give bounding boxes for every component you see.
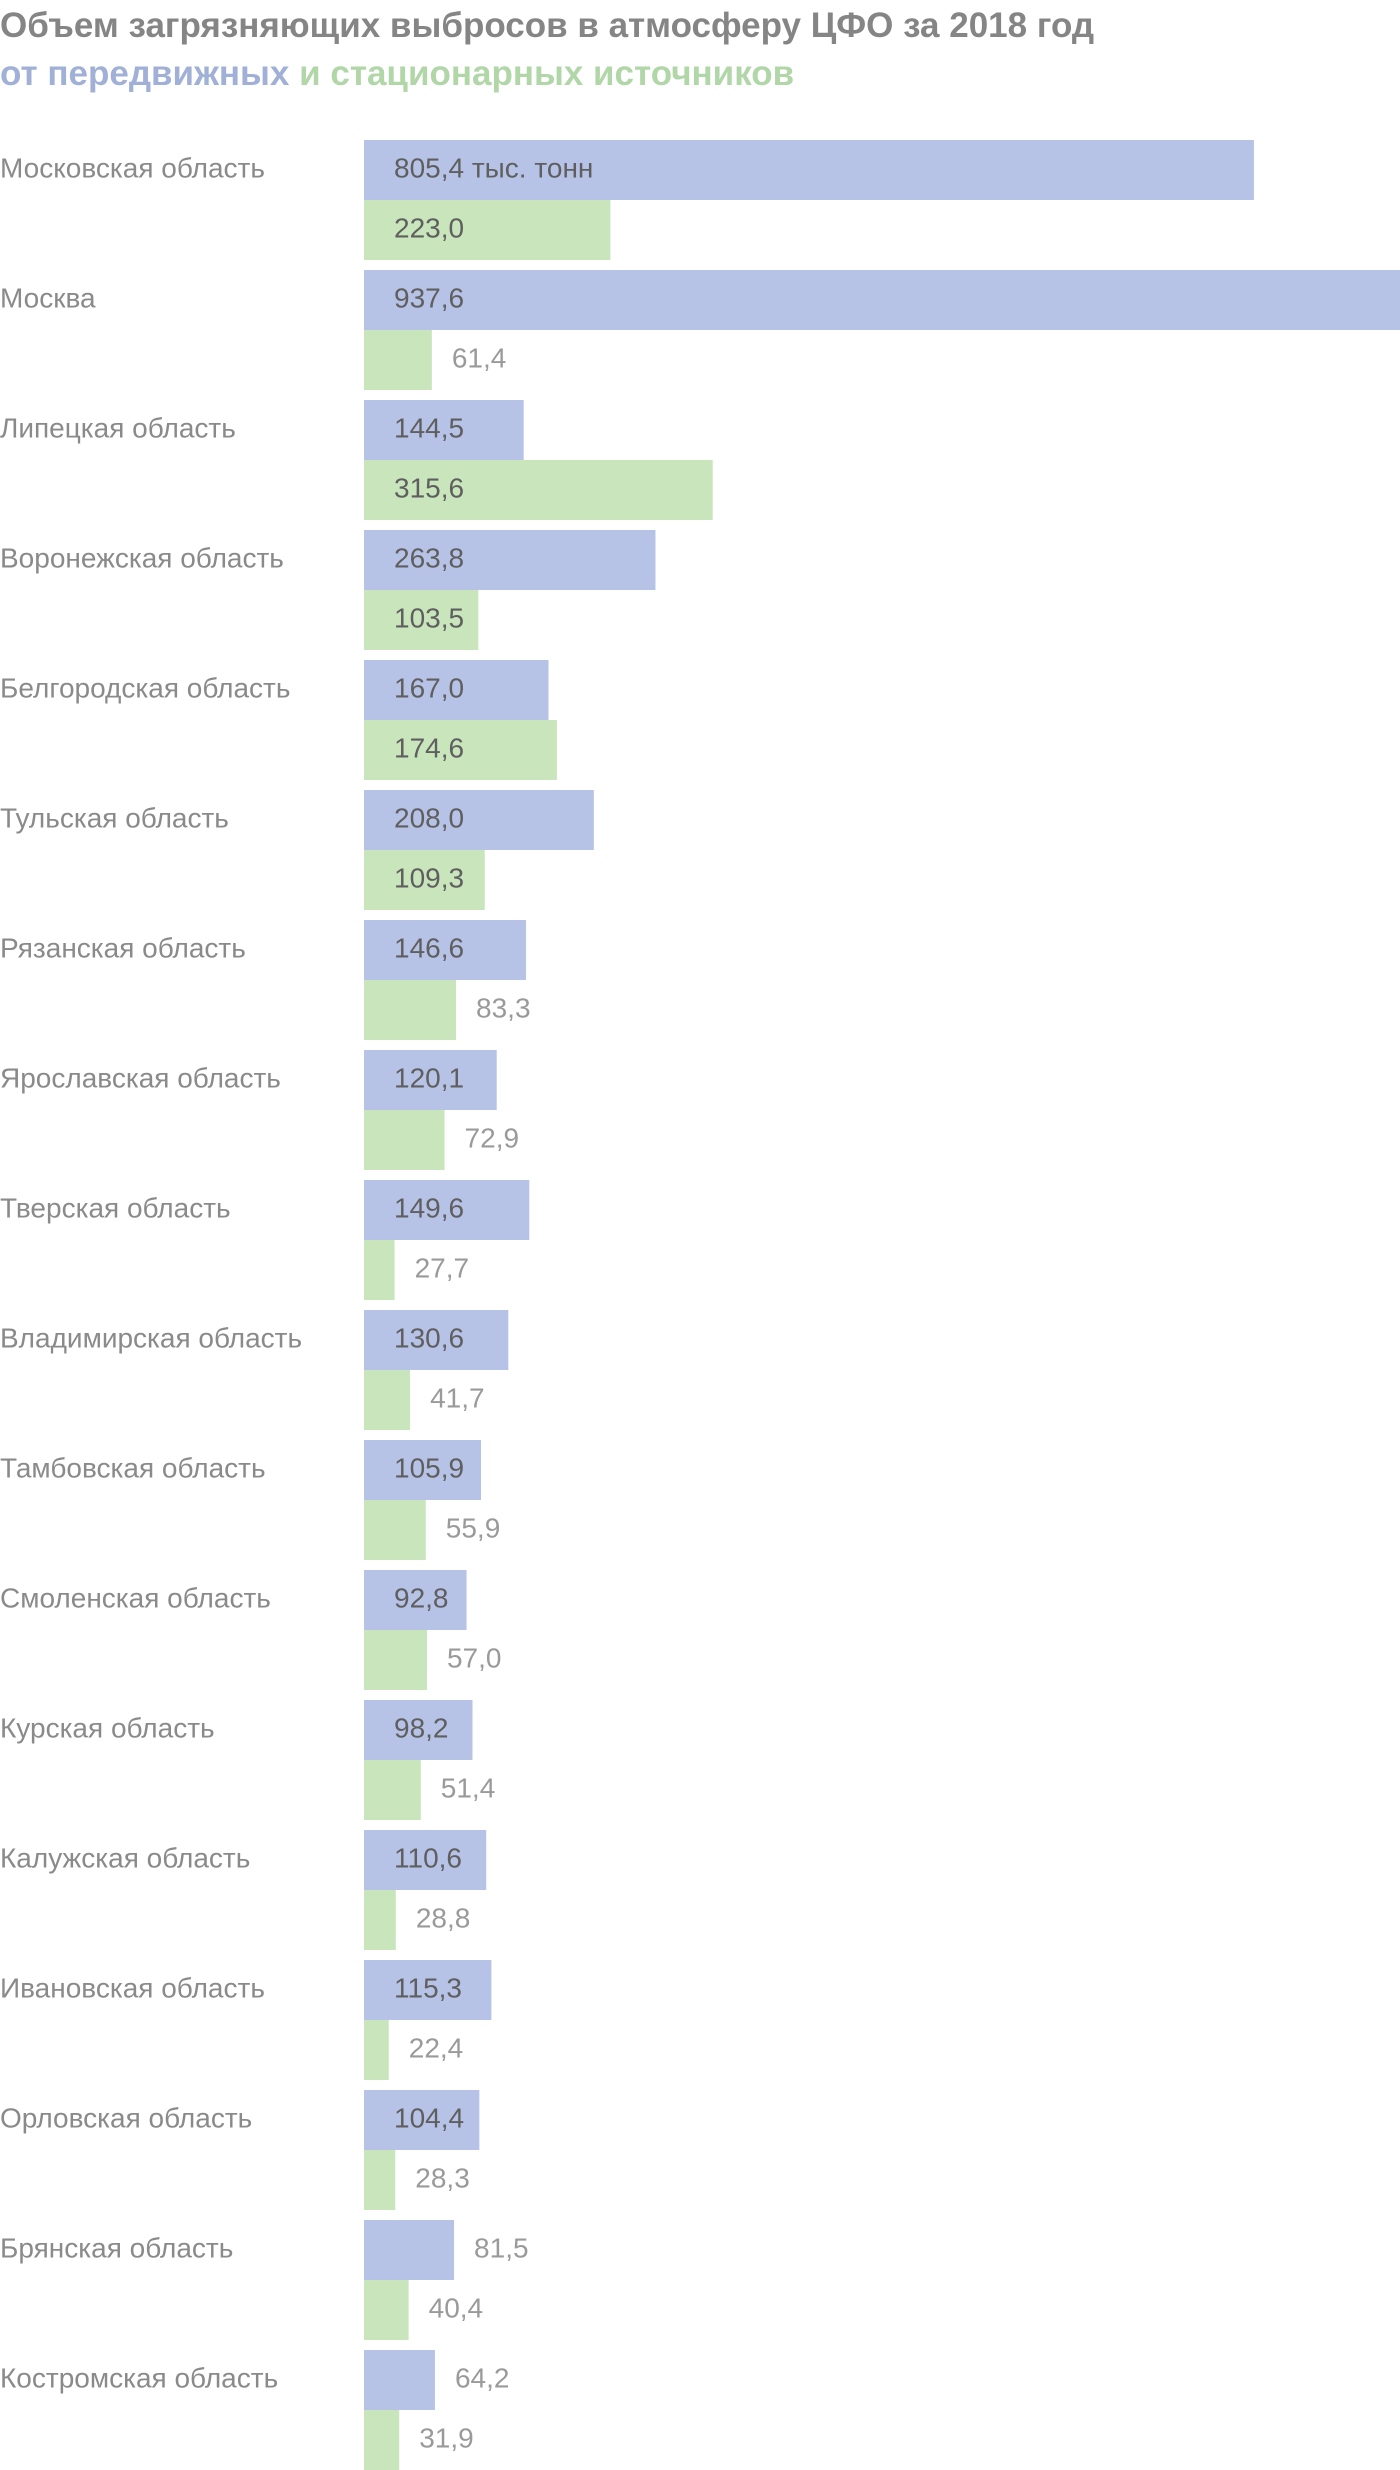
stationary-value-label: 28,8 [416,1902,471,1933]
mobile-bar [364,1700,473,1760]
chart-title-block: Объем загрязняющих выбросов в атмосферу … [0,2,1400,98]
mobile-value-label: 263,8 [394,542,464,573]
stationary-value-label: 174,6 [394,732,464,763]
mobile-bar [364,790,594,850]
stationary-bar [364,1500,426,1560]
region-label: Смоленская область [0,1582,271,1613]
mobile-value-label: 64,2 [455,2362,510,2393]
mobile-bar [364,1050,497,1110]
mobile-bar [364,1830,487,1890]
region-label: Костромская область [0,2362,278,2393]
mobile-value-label: 120,1 [394,1062,464,1093]
stationary-value-label: 57,0 [447,1642,502,1673]
region-label: Ярославская область [0,1062,281,1093]
stationary-bar [364,980,457,1040]
region-label: Калужская область [0,1842,250,1873]
stationary-bar [364,2020,389,2080]
stationary-value-label: 83,3 [476,992,531,1023]
stationary-bar [364,720,557,780]
stationary-bar [364,1890,396,1950]
mobile-bar [364,1570,467,1630]
stationary-bar [364,1370,411,1430]
region-label: Московская область [0,152,265,183]
mobile-value-label: 144,5 [394,412,464,443]
legend-mobile-label: от передвижных [0,54,290,93]
mobile-bar [364,270,1400,330]
stationary-value-label: 315,6 [394,472,464,503]
mobile-value-label: 208,0 [394,802,464,833]
stationary-value-label: 51,4 [441,1772,496,1803]
region-label: Курская область [0,1712,215,1743]
region-label: Тульская область [0,802,229,833]
stationary-value-label: 109,3 [394,862,464,893]
stationary-bar [364,590,479,650]
stationary-bar [364,460,713,520]
stationary-value-label: 28,3 [415,2162,470,2193]
mobile-bar [364,140,1254,200]
mobile-bar [364,530,656,590]
stationary-value-label: 55,9 [446,1512,501,1543]
region-label: Белгородская область [0,672,290,703]
mobile-value-label: 81,5 [474,2232,529,2263]
region-label: Липецкая область [0,412,236,443]
mobile-value-label: 805,4 тыс. тонн [394,152,593,183]
mobile-bar [364,1180,530,1240]
stationary-value-label: 72,9 [465,1122,520,1153]
region-label: Владимирская область [0,1322,302,1353]
mobile-value-label: 92,8 [394,1582,449,1613]
stationary-value-label: 40,4 [429,2292,484,2323]
mobile-value-label: 98,2 [394,1712,449,1743]
stationary-bar [364,330,432,390]
region-label: Воронежская область [0,542,284,573]
mobile-bar [364,660,549,720]
mobile-value-label: 937,6 [394,282,464,313]
region-label: Тверская область [0,1192,231,1223]
mobile-value-label: 115,3 [394,1972,462,2003]
mobile-bar [364,2090,480,2150]
stationary-bar [364,1760,421,1820]
mobile-value-label: 146,6 [394,932,464,963]
mobile-bar [364,400,524,460]
mobile-bar [364,2220,455,2280]
mobile-value-label: 149,6 [394,1192,464,1223]
stationary-value-label: 223,0 [394,212,464,243]
mobile-value-label: 167,0 [394,672,464,703]
chart-title: Объем загрязняющих выбросов в атмосферу … [0,6,1095,45]
mobile-bar [364,1310,509,1370]
stationary-value-label: 31,9 [419,2422,474,2453]
mobile-bar [364,1440,482,1500]
stationary-bar [364,850,485,910]
mobile-value-label: 104,4 [394,2102,464,2133]
stationary-value-label: 22,4 [409,2032,464,2063]
legend-stationary-label: и стационарных источников [289,54,795,93]
mobile-value-label: 130,6 [394,1322,464,1353]
region-label: Тамбовская область [0,1452,266,1483]
stationary-bar [364,1630,427,1690]
stationary-value-label: 27,7 [415,1252,470,1283]
mobile-bar [364,920,526,980]
stationary-bar [364,2150,396,2210]
stationary-bar [364,1240,395,1300]
stationary-bar [364,1110,445,1170]
mobile-bar [364,2350,435,2410]
region-label: Москва [0,282,96,313]
mobile-bar [364,1960,492,2020]
stationary-value-label: 41,7 [430,1382,485,1413]
stationary-value-label: 61,4 [452,342,507,373]
stationary-bar [364,2410,400,2470]
chart-subtitle: от передвижных и стационарных источников [0,50,1400,98]
region-label: Орловская область [0,2102,252,2133]
stationary-bar [364,2280,409,2340]
region-label: Брянская область [0,2232,233,2263]
region-label: Рязанская область [0,932,246,963]
stationary-value-label: 103,5 [394,602,464,633]
mobile-value-label: 110,6 [394,1842,462,1873]
stationary-bar [364,200,611,260]
mobile-value-label: 105,9 [394,1452,464,1483]
region-label: Ивановская область [0,1972,265,2003]
